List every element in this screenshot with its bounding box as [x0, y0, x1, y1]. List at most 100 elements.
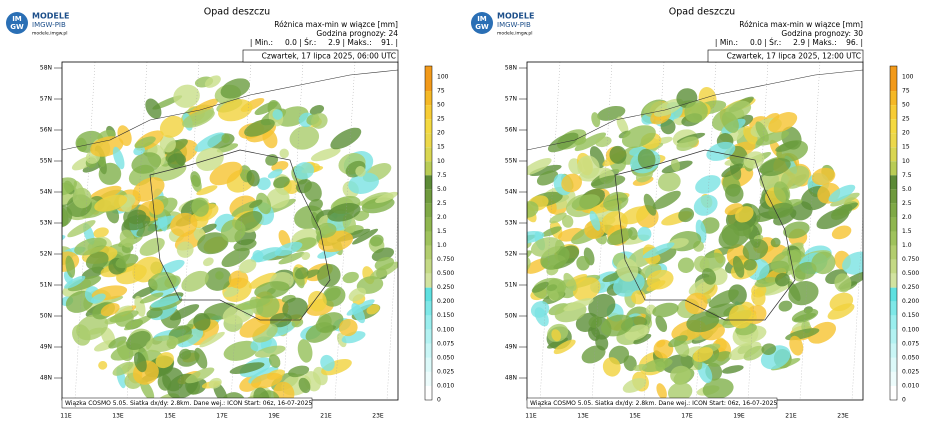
precip-cell — [177, 349, 200, 367]
precip-cell — [146, 307, 163, 319]
subtitle: Różnica max-min w wiązce [mm] — [274, 20, 398, 29]
colorbar-label: 2.0 — [902, 214, 912, 221]
colorbar-segment — [890, 203, 897, 218]
precip-cell — [126, 330, 151, 350]
precip-cell — [701, 268, 717, 285]
precip-cell — [791, 308, 819, 323]
colorbar-segment — [425, 259, 432, 274]
meridian — [386, 210, 398, 400]
precip-cell — [783, 221, 810, 239]
precip-cell — [728, 341, 762, 361]
colorbar-label: 2.0 — [437, 214, 447, 221]
precip-cell — [788, 280, 819, 306]
precip-cell — [189, 98, 219, 117]
lat-label: 53N — [505, 220, 517, 227]
precip-cell — [633, 363, 648, 372]
precip-cell — [220, 78, 250, 99]
colorbar-segment — [890, 66, 897, 92]
precip-cell — [842, 251, 863, 275]
colorbar-label: 2.5 — [437, 200, 447, 207]
precip-cell — [254, 101, 278, 115]
logo-url: modele.imgw.pl — [497, 31, 533, 37]
subtitle: Różnica max-min w wiązce [mm] — [739, 20, 863, 29]
lon-label: 21E — [785, 413, 797, 420]
precip-cell — [250, 247, 282, 263]
precip-cell — [366, 304, 380, 315]
logo-mark-bottom: GW — [10, 23, 24, 31]
precip-cell — [831, 202, 859, 217]
precip-cell — [324, 287, 341, 301]
colorbar-label: 25 — [437, 116, 445, 123]
precip-cell — [273, 176, 290, 189]
precip-cell — [170, 212, 198, 237]
precip-cell — [67, 220, 96, 238]
colorbar-segment — [425, 329, 432, 344]
precip-cell — [282, 297, 308, 320]
colorbar-label: 0.150 — [902, 312, 919, 319]
precip-cell — [321, 359, 352, 376]
precip-cell — [148, 272, 177, 291]
colorbar-segment — [890, 259, 897, 274]
precip-cell — [773, 181, 791, 203]
lon-label: 21E — [320, 413, 332, 420]
lat-label: 48N — [505, 375, 517, 382]
colorbar-label: 0.010 — [437, 382, 454, 389]
precip-cell — [90, 293, 106, 304]
precip-cell — [140, 379, 155, 400]
precip-cell — [112, 146, 125, 170]
precip-cell — [310, 147, 341, 162]
colorbar-segment — [890, 217, 897, 232]
colorbar-label: 0.250 — [437, 284, 454, 291]
colorbar-label: 1.0 — [437, 242, 447, 249]
colorbar-segment — [425, 343, 432, 358]
lat-label: 53N — [40, 220, 52, 227]
precip-cell — [831, 225, 852, 240]
precip-cell — [602, 357, 621, 377]
meridian — [74, 62, 96, 400]
precip-cell — [678, 207, 695, 223]
colorbar-frame — [424, 65, 433, 401]
precip-cell — [293, 162, 315, 180]
precip-cell — [677, 257, 695, 273]
colorbar-segment — [890, 273, 897, 288]
colorbar-label: 0.010 — [902, 382, 919, 389]
precip-cell — [536, 170, 559, 186]
colorbar-segment — [425, 105, 432, 120]
colorbar-label: 100 — [437, 74, 449, 81]
colorbar-label: 5.0 — [437, 186, 447, 193]
footer-box — [61, 397, 313, 409]
logo-mark-bottom: GW — [475, 23, 489, 31]
colorbar-segment — [425, 189, 432, 204]
colorbar-segment — [425, 385, 432, 400]
lat-label: 55N — [40, 158, 52, 165]
precip-cell — [109, 310, 139, 323]
precip-cell — [693, 255, 710, 273]
lat-label: 55N — [505, 158, 517, 165]
lat-label: 49N — [505, 344, 517, 351]
precip-cell — [702, 378, 734, 400]
precip-cell — [167, 153, 186, 169]
precip-cell — [65, 255, 76, 278]
precip-cell — [223, 340, 259, 361]
colorbar-segment — [425, 119, 432, 134]
precip-cell — [581, 345, 606, 364]
colorbar-segment — [425, 245, 432, 260]
precip-cell — [830, 192, 860, 207]
precip-cell — [145, 98, 162, 119]
precip-cell — [708, 351, 732, 367]
lat-label: 56N — [505, 127, 517, 134]
colorbar-label: 0.075 — [902, 340, 919, 347]
precip-cell — [191, 197, 209, 217]
colorbar-segment — [890, 301, 897, 316]
lat-label: 49N — [40, 344, 52, 351]
precip-cell — [655, 361, 666, 372]
precip-cell — [98, 360, 108, 370]
precip-cell — [527, 158, 552, 176]
lat-label: 50N — [40, 313, 52, 320]
precip-cell — [693, 194, 718, 216]
meridian — [282, 62, 304, 400]
meridian — [126, 62, 148, 400]
colorbar-segment — [425, 371, 432, 386]
lat-label: 52N — [505, 251, 517, 258]
precip-cell — [530, 237, 561, 257]
